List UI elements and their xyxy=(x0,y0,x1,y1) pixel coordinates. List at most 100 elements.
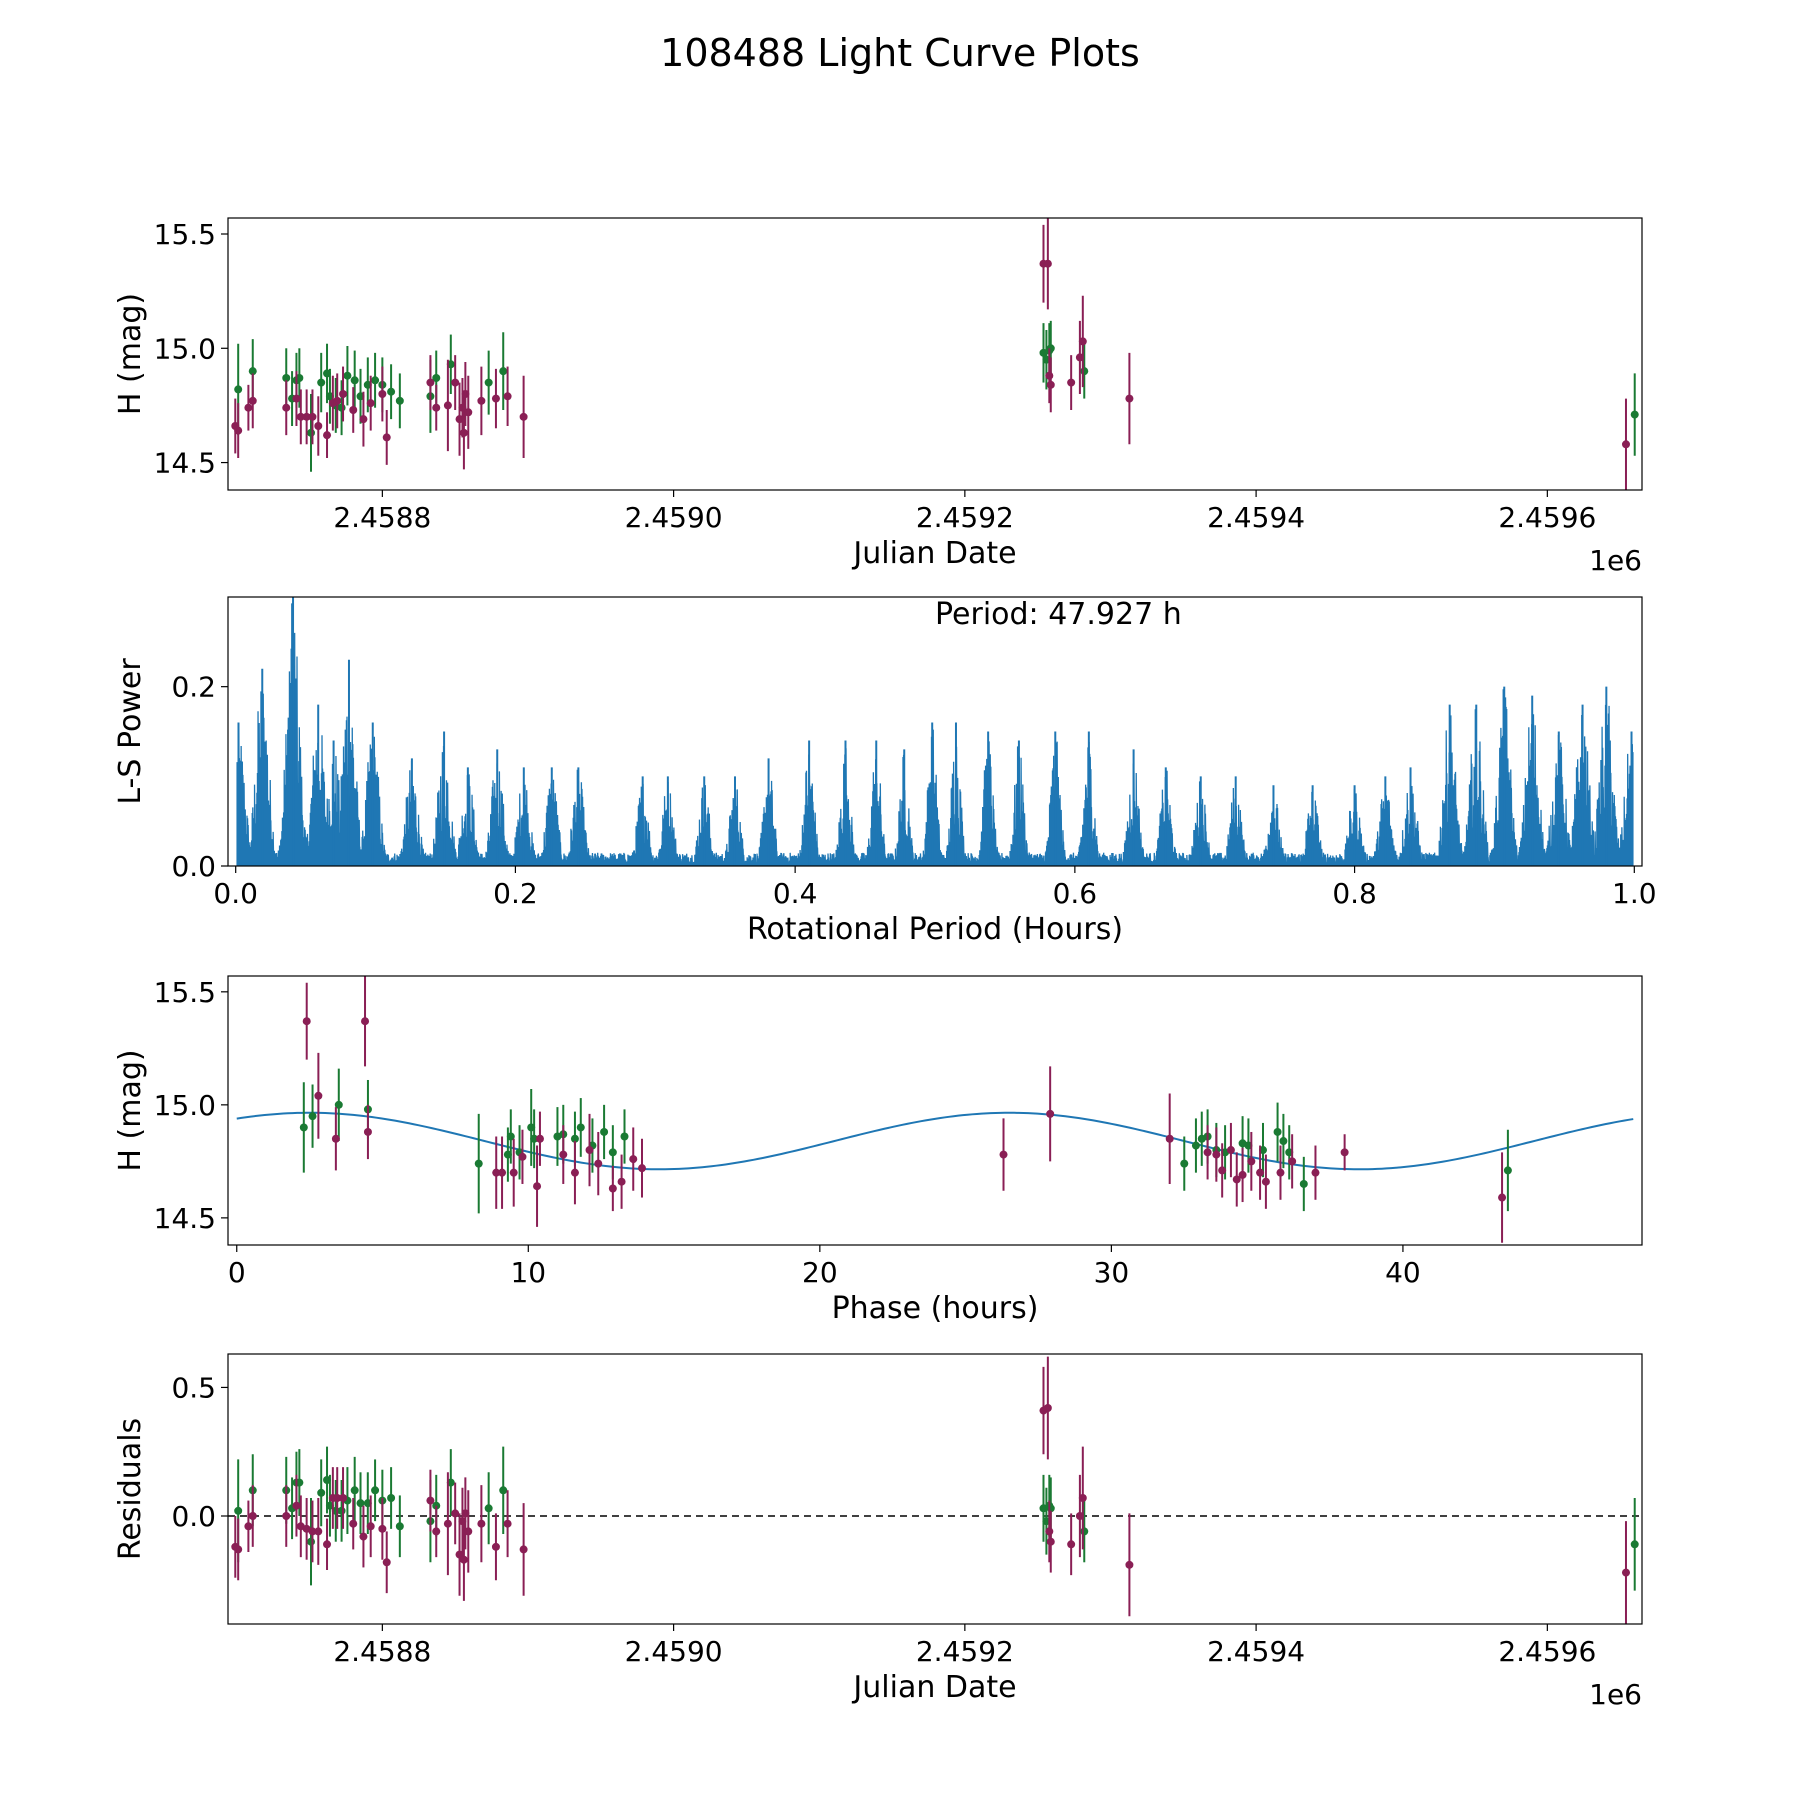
maroon-point xyxy=(1067,378,1076,387)
maroon-point xyxy=(608,1184,617,1193)
data-points xyxy=(231,218,1639,490)
maroon-point xyxy=(292,394,301,403)
maroon-point xyxy=(366,399,375,408)
maroon-point xyxy=(533,1182,542,1191)
maroon-point xyxy=(282,403,291,412)
x-tick-label: 2.4588 xyxy=(333,1635,431,1668)
maroon-point xyxy=(637,1164,646,1173)
y-tick-label: 15.0 xyxy=(154,332,216,365)
x-tick-label: 40 xyxy=(1385,1256,1421,1289)
maroon-point xyxy=(382,433,391,442)
x-axis-label: Julian Date xyxy=(851,536,1016,571)
x-tick-label: 0.6 xyxy=(1053,877,1098,910)
maroon-point xyxy=(1232,1175,1241,1184)
green-point xyxy=(371,376,380,385)
x-tick-label: 2.4596 xyxy=(1498,501,1596,534)
x-tick-label: 1.0 xyxy=(1612,877,1657,910)
maroon-point xyxy=(378,1524,387,1533)
maroon-point xyxy=(1238,1170,1247,1179)
maroon-point xyxy=(1125,1560,1134,1569)
maroon-point xyxy=(1067,1540,1076,1549)
y-tick-label: 14.5 xyxy=(154,447,216,480)
maroon-point xyxy=(1043,1404,1052,1412)
maroon-point xyxy=(378,390,387,398)
maroon-point xyxy=(570,1168,579,1177)
green-point xyxy=(317,1488,326,1497)
maroon-point xyxy=(1203,1148,1212,1157)
maroon-point xyxy=(1046,1537,1055,1546)
x-tick-label: 20 xyxy=(802,1256,838,1289)
green-point xyxy=(343,371,352,380)
x-tick-label: 30 xyxy=(1094,1256,1130,1289)
green-point xyxy=(570,1134,579,1143)
maroon-point xyxy=(617,1177,626,1186)
y-tick-label: 15.5 xyxy=(154,218,216,251)
maroon-point xyxy=(1247,1157,1256,1166)
maroon-point xyxy=(363,1127,372,1136)
maroon-point xyxy=(518,1152,527,1161)
green-point xyxy=(1080,367,1089,376)
x-tick-label: 0.4 xyxy=(773,877,818,910)
x-tick-label: 0.8 xyxy=(1332,877,1377,910)
y-tick-label: 0.0 xyxy=(171,850,216,883)
x-tick-label: 0 xyxy=(228,1256,246,1289)
maroon-point xyxy=(464,1527,473,1536)
maroon-point xyxy=(331,1134,340,1143)
maroon-point xyxy=(1045,1527,1054,1536)
maroon-point xyxy=(1621,1568,1630,1577)
green-point xyxy=(1630,410,1639,419)
green-point xyxy=(299,1123,308,1132)
maroon-point xyxy=(498,1168,507,1177)
green-point xyxy=(248,367,257,376)
x-axis-label: Julian Date xyxy=(851,1670,1016,1705)
maroon-point xyxy=(248,1512,257,1520)
x-tick-label: 10 xyxy=(510,1256,546,1289)
green-point xyxy=(600,1127,609,1136)
maroon-point xyxy=(1311,1168,1320,1177)
green-point xyxy=(387,1494,396,1502)
x-axis-label: Phase (hours) xyxy=(832,1291,1039,1326)
green-point xyxy=(432,374,441,382)
maroon-point xyxy=(503,1519,512,1528)
maroon-point xyxy=(503,392,512,401)
maroon-point xyxy=(1276,1168,1285,1177)
green-point xyxy=(356,1499,365,1508)
x-tick-label: 0.0 xyxy=(213,877,258,910)
maroon-point xyxy=(999,1150,1008,1159)
maroon-point xyxy=(359,415,368,424)
maroon-point xyxy=(594,1159,603,1168)
green-point xyxy=(620,1132,629,1141)
maroon-point xyxy=(585,1146,594,1155)
y-axis-label: Residuals xyxy=(113,1418,148,1560)
maroon-point xyxy=(451,378,460,387)
x-tick-label: 2.4596 xyxy=(1498,1635,1596,1668)
x-offset-label: 1e6 xyxy=(1589,544,1642,577)
green-point xyxy=(371,1486,380,1495)
maroon-point xyxy=(333,1494,342,1502)
x-axis-label: Rotational Period (Hours) xyxy=(747,912,1123,947)
data-points xyxy=(231,1356,1639,1624)
y-tick-label: 0.2 xyxy=(171,671,216,704)
maroon-point xyxy=(477,1519,486,1528)
y-axis-label: L-S Power xyxy=(113,658,148,805)
maroon-point xyxy=(361,1017,370,1026)
maroon-point xyxy=(302,412,311,421)
figure-title: 108488 Light Curve Plots xyxy=(660,31,1140,75)
maroon-point xyxy=(1256,1168,1265,1177)
green-point xyxy=(474,1159,483,1168)
green-point xyxy=(337,1506,346,1515)
data-points xyxy=(299,976,1512,1243)
green-point xyxy=(484,1504,493,1513)
maroon-point xyxy=(1046,1109,1055,1118)
y-axis-label: H (mag) xyxy=(113,293,148,415)
maroon-point xyxy=(339,1494,348,1502)
periodogram-line xyxy=(236,603,1634,866)
green-point xyxy=(484,378,493,387)
y-tick-label: 14.5 xyxy=(154,1202,216,1235)
model-fit-curve xyxy=(236,1111,1634,1171)
green-point xyxy=(1191,1141,1200,1150)
green-point xyxy=(234,1506,243,1515)
maroon-point xyxy=(359,1532,368,1541)
x-tick-label: 2.4594 xyxy=(1207,1635,1305,1668)
maroon-point xyxy=(477,396,486,405)
